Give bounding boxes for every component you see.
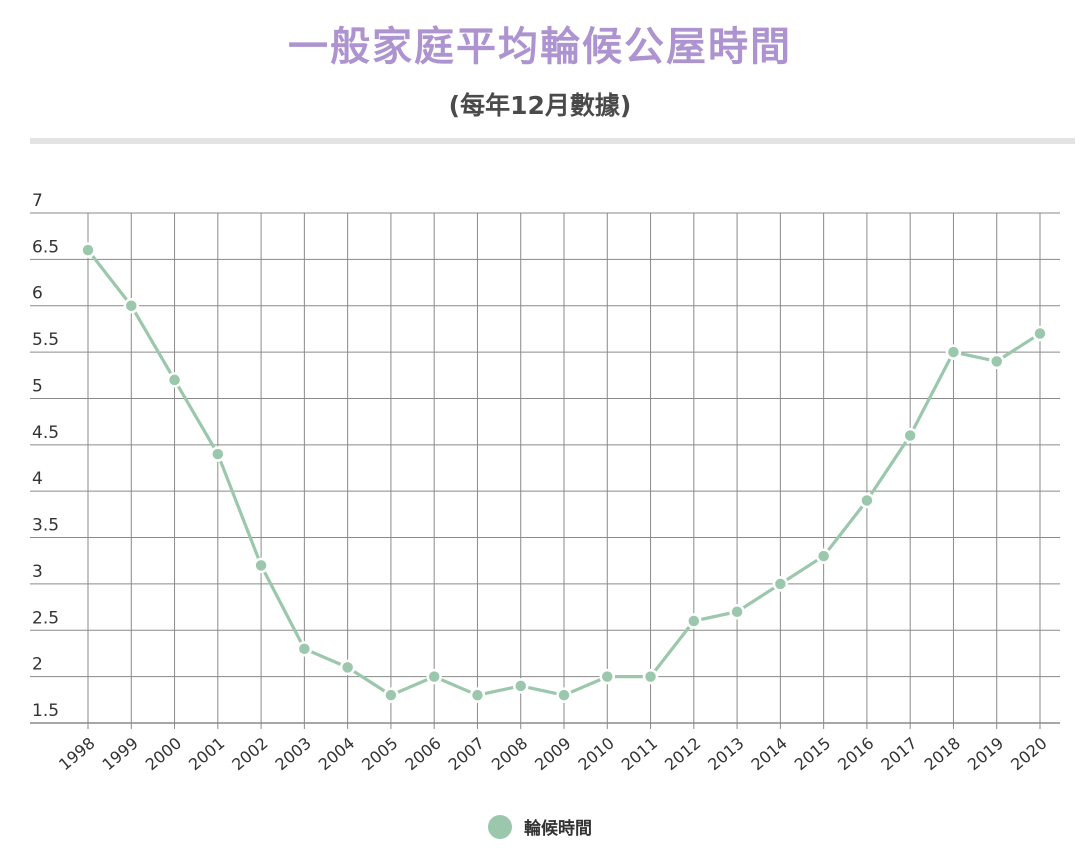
data-point [945, 344, 962, 360]
data-point [772, 576, 789, 592]
x-tick-label: 2020 [1007, 734, 1050, 775]
data-point [599, 668, 616, 685]
x-tick-label: 2001 [185, 734, 228, 775]
data-point [210, 446, 226, 462]
x-tick-label: 2010 [574, 734, 617, 775]
x-tick-label: 2003 [272, 734, 315, 775]
data-point [512, 678, 529, 694]
data-point [166, 372, 183, 388]
chart-title: 一般家庭平均輪候公屋時間 [288, 24, 792, 70]
data-point [426, 668, 442, 685]
x-tick-label: 2013 [704, 734, 747, 775]
y-tick-label: 6 [32, 284, 43, 304]
x-tick-label: 1999 [98, 734, 141, 775]
series-layer [80, 242, 1048, 703]
legend-swatch [488, 814, 512, 839]
y-tick-label: 2.5 [32, 608, 59, 628]
legend: 輪候時間 [0, 814, 1080, 839]
y-tick-label: 5 [32, 376, 43, 396]
x-tick-label: 2000 [142, 734, 185, 775]
y-tick-label: 6.5 [32, 237, 59, 257]
x-tick-label: 2015 [791, 734, 834, 775]
x-tick-label: 2004 [315, 734, 358, 775]
y-tick-label: 3 [32, 562, 43, 582]
data-point [253, 557, 269, 574]
data-point [469, 687, 486, 703]
header-divider [30, 138, 1075, 144]
data-point [80, 242, 96, 258]
data-point [296, 641, 313, 657]
data-point [642, 668, 659, 685]
data-point [123, 297, 140, 314]
x-tick-label: 2002 [228, 734, 271, 775]
y-tick-label: 4 [32, 469, 43, 489]
data-point [729, 603, 745, 620]
y-tick-label: 5.5 [32, 330, 59, 350]
x-tick-label: 2009 [531, 734, 574, 775]
x-tick-label: 2011 [618, 734, 661, 775]
data-point [815, 548, 832, 564]
x-tick-label: 2018 [921, 734, 964, 775]
data-point [859, 492, 875, 509]
x-tick-label: 2008 [488, 734, 531, 775]
x-tick-label: 2005 [358, 734, 401, 775]
y-tick-labels: 1.5 2 2.5 3 3.5 4 4.5 5 5.5 6 6.5 7 [32, 191, 59, 721]
x-tick-label: 2014 [748, 734, 791, 775]
data-point [686, 613, 702, 629]
legend-label: 輪候時間 [524, 819, 592, 839]
x-tick-label: 2007 [445, 734, 488, 775]
x-tick-label: 2016 [834, 734, 877, 775]
x-tick-label: 1998 [55, 734, 98, 775]
data-point [556, 687, 572, 703]
x-tick-label: 2017 [877, 734, 920, 775]
data-point [988, 353, 1005, 370]
x-tick-label: 2019 [964, 734, 1007, 775]
data-point [902, 427, 918, 444]
data-point [339, 659, 356, 676]
y-tick-label: 7 [32, 191, 43, 211]
x-tick-label: 2006 [401, 734, 444, 775]
grid-layer [30, 212, 1060, 729]
y-tick-label: 3.5 [32, 516, 59, 536]
x-tick-label: 2012 [661, 734, 704, 775]
data-point [1032, 325, 1048, 342]
y-tick-label: 2 [32, 655, 43, 675]
y-tick-label: 1.5 [32, 701, 59, 721]
data-point [383, 687, 399, 703]
y-tick-label: 4.5 [32, 423, 59, 443]
chart-subtitle: (每年12月數據) [448, 91, 632, 120]
x-tick-labels: 1998 1999 2000 2001 2002 2003 2004 2005 2006 2007… [55, 734, 1050, 775]
